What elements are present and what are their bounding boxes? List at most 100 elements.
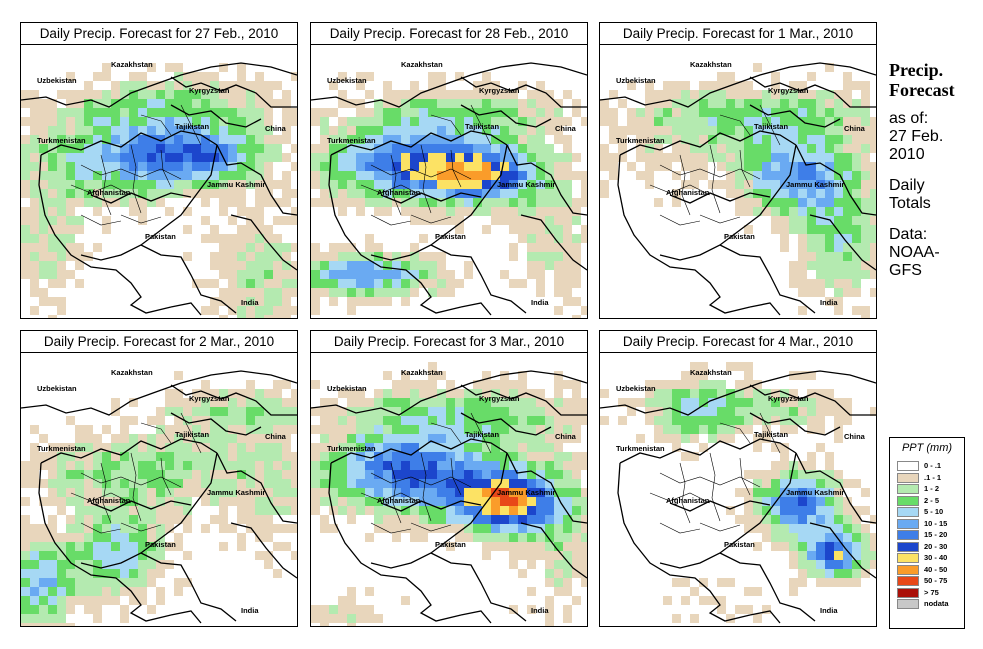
precip-cells <box>600 63 876 318</box>
precip-cell <box>129 153 138 162</box>
precip-cell <box>780 515 789 524</box>
precip-cell <box>75 461 84 470</box>
precip-cell <box>201 171 210 180</box>
precip-cell <box>210 108 219 117</box>
precip-cell <box>735 81 744 90</box>
country-border <box>669 500 771 512</box>
precip-cell <box>780 198 789 207</box>
precip-cell <box>753 416 762 425</box>
precip-cell <box>654 162 663 171</box>
precip-cell <box>654 407 663 416</box>
precip-cell <box>861 542 870 551</box>
precip-cell <box>771 90 780 99</box>
precip-cell <box>338 198 347 207</box>
precip-cell <box>338 180 347 189</box>
precip-cell <box>699 117 708 126</box>
precip-cell <box>147 488 156 497</box>
precip-cell <box>645 416 654 425</box>
precip-cell <box>264 297 273 306</box>
forecast-panel-27-feb: Daily Precip. Forecast for 27 Feb., 2010… <box>20 22 298 319</box>
precip-cell <box>329 180 338 189</box>
precip-cell <box>618 135 627 144</box>
precip-cell <box>365 434 374 443</box>
precip-cell <box>374 434 383 443</box>
precip-cell <box>473 461 482 470</box>
precip-cell <box>870 162 876 171</box>
precip-cell <box>374 506 383 515</box>
precip-cell <box>30 524 39 533</box>
precip-cell <box>663 434 672 443</box>
precip-cell <box>852 198 861 207</box>
precip-cell <box>273 461 282 470</box>
precip-cell <box>365 470 374 479</box>
precip-cell <box>329 407 338 416</box>
precip-map-svg: KazakhstanUzbekistanKyrgyzstanTajikistan… <box>600 60 876 318</box>
precip-cell <box>699 380 708 389</box>
precip-cell <box>545 524 554 533</box>
precip-cell <box>401 380 410 389</box>
precip-cell <box>264 252 273 261</box>
precip-cell <box>789 533 798 542</box>
precip-cell <box>291 207 297 216</box>
precip-cell <box>48 461 57 470</box>
precip-cell <box>789 117 798 126</box>
precip-cell <box>30 144 39 153</box>
precip-cell <box>21 135 30 144</box>
precip-cell <box>771 506 780 515</box>
precip-cell <box>48 180 57 189</box>
precip-cell <box>717 153 726 162</box>
precip-cell <box>21 90 30 99</box>
precip-cell <box>410 162 419 171</box>
precip-cell <box>473 434 482 443</box>
precip-cell <box>834 425 843 434</box>
precip-cell <box>536 81 545 90</box>
precip-cell <box>554 279 563 288</box>
precip-cell <box>509 443 518 452</box>
precip-cell <box>147 605 156 614</box>
precip-cell <box>219 389 228 398</box>
precip-cell <box>446 279 455 288</box>
precip-cell <box>518 443 527 452</box>
precip-cell <box>690 90 699 99</box>
province-border <box>370 522 412 534</box>
precip-cell <box>30 180 39 189</box>
precip-cell <box>762 416 771 425</box>
precip-cell <box>428 126 437 135</box>
precip-cell <box>156 135 165 144</box>
precip-cell <box>861 306 870 315</box>
precip-cell <box>762 407 771 416</box>
precip-cell <box>129 117 138 126</box>
precip-cell <box>174 407 183 416</box>
precip-cell <box>66 153 75 162</box>
precip-cell <box>428 189 437 198</box>
precip-cell <box>237 144 246 153</box>
precip-cell <box>30 261 39 270</box>
precip-cell <box>365 533 374 542</box>
precip-cell <box>84 542 93 551</box>
country-border <box>21 62 297 108</box>
precip-cell <box>320 162 329 171</box>
precip-cell <box>726 153 735 162</box>
precip-cell <box>563 135 572 144</box>
map-label-kyrgyzstan: Kyrgyzstan <box>189 394 230 403</box>
precip-cell <box>392 126 401 135</box>
precip-cell <box>410 470 419 479</box>
precip-cell <box>273 198 282 207</box>
legend-label: 30 - 40 <box>924 553 948 562</box>
precip-cell <box>66 578 75 587</box>
precip-cell <box>536 126 545 135</box>
precip-cell <box>762 533 771 542</box>
precip-cell <box>672 198 681 207</box>
precip-cell <box>48 315 57 318</box>
province-border <box>709 144 721 214</box>
precip-cell <box>536 506 545 515</box>
precip-cell <box>21 560 30 569</box>
precip-cell <box>545 117 554 126</box>
precip-cell <box>807 389 816 398</box>
precip-cell <box>392 389 401 398</box>
map-label-kyrgyzstan: Kyrgyzstan <box>768 394 809 403</box>
precip-cell <box>852 279 861 288</box>
precip-cell <box>338 443 347 452</box>
precip-cell <box>282 425 291 434</box>
precip-cell <box>246 452 255 461</box>
